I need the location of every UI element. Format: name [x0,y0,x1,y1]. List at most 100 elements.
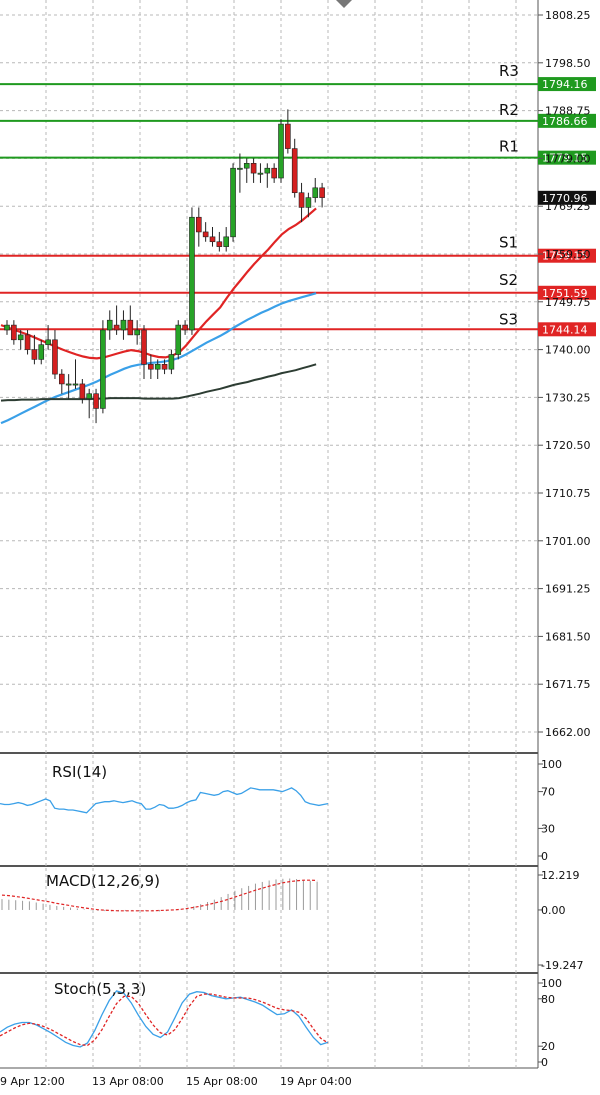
rsi-title: RSI(14) [52,763,107,781]
level-box-s1 [538,248,596,263]
level-value-r2: 1786.66 [542,115,588,128]
rsi-line [0,787,329,814]
candle-body [264,167,271,174]
level-name-s2: S2 [499,271,518,289]
candle-body [11,324,17,341]
price-tick-label: 1740.00 [545,344,591,357]
candle-body [175,324,182,355]
candle-body [168,354,175,370]
level-name-r1: R1 [499,138,519,156]
macd-tick-label: 12.219 [541,869,580,882]
candle-body [291,148,298,194]
price-axis: 1808.251798.501788.751779.001769.251759.… [538,9,591,739]
stoch-line-0 [0,990,329,1048]
stoch-tick-label: 80 [541,993,555,1006]
level-value-s2: 1751.59 [542,287,588,300]
price-tick-label: 1749.75 [545,296,591,309]
level-value-s3: 1744.14 [542,323,588,336]
level-box-s2 [538,285,596,300]
candle-body [285,123,291,149]
candle-body [298,192,305,208]
price-tick-label: 1808.25 [545,9,591,22]
candle-body [237,167,243,170]
candle-body [154,364,161,370]
candle-body [257,172,264,175]
price-tick-label: 1671.75 [545,678,591,691]
price-tick-label: 1720.50 [545,439,591,452]
candle-body [120,319,127,331]
candle-body [65,383,72,386]
price-tick-label: 1788.75 [545,105,591,118]
candle-body [113,324,120,331]
price-tick-label: 1701.00 [545,535,591,548]
level-name-r3: R3 [499,62,519,80]
price-tick-label: 1779.00 [545,152,591,165]
candle-body [250,163,257,174]
price-tick-label: 1730.25 [545,391,591,404]
current-price-tag: 1770.96 [538,190,596,205]
moving-averages [0,207,317,425]
candle-body [230,167,236,238]
candle-body [305,197,312,208]
candle-body [93,393,99,409]
level-name-s1: S1 [499,234,518,252]
stoch-tick-label: 0 [541,1056,548,1069]
candles [4,109,325,424]
macd-signal-line [1,879,318,912]
panel-frames [0,0,539,1069]
candle-body [202,231,209,238]
candle-body [86,393,92,399]
level-box-r3 [538,77,596,92]
level-name-r2: R2 [499,101,519,119]
level-box-r2 [538,113,596,128]
candle-body [278,123,284,179]
candle-body [79,383,86,399]
x-label-2: 13 Apr 08:00 [92,1075,164,1088]
candle-body [45,339,51,345]
candle-body [148,364,154,370]
candle-body [58,373,65,385]
price-tick-label: 1759.50 [545,248,591,261]
price-tick-label: 1662.00 [545,726,591,739]
candle-body [312,187,319,198]
candle-body [72,383,79,386]
x-label-1: 9 Apr 12:00 [0,1075,65,1088]
candle-body [182,324,188,331]
price-tick-label: 1681.50 [545,630,591,643]
candle-body [100,329,106,409]
candle-body [209,236,216,243]
candle-body [127,319,134,336]
price-tick-label: 1710.75 [545,487,591,500]
candle-body [243,163,250,169]
stoch-tick-label: 20 [541,1040,555,1053]
indicator-panels: 100 70 30 0 12.219 0.00 -19.247 100 80 20 0 [0,758,583,1069]
candle-body [216,241,223,247]
level-name-s3: S3 [499,310,518,328]
rsi-tick-label: 70 [541,786,555,799]
rsi-tick-label: 0 [541,850,548,863]
candle-body [38,344,45,360]
ma-line-2 [0,363,317,402]
level-box-s3 [538,322,596,337]
candle-body [31,349,38,360]
current-price-label: 1770.96 [542,192,588,205]
candle-body [17,334,24,341]
level-value-r3: 1794.16 [542,78,588,91]
ma-line-1 [0,292,317,425]
macd-tick-label: -19.247 [541,959,583,972]
level-value-s1: 1759.15 [542,250,588,263]
stoch-title: Stoch(5,3,3) [54,980,146,998]
candle-body [52,339,58,375]
support-resistance-levels: R3 1794.16 R2 1786.66 R1 1779.15 S1 1759.15 S2 17… [0,62,596,337]
candle-body [271,167,277,179]
level-value-r1: 1779.15 [542,152,588,165]
candle-body [4,324,10,331]
stoch-line-1 [0,993,329,1047]
price-tick-label: 1798.50 [545,57,591,70]
price-tick-label: 1691.25 [545,583,591,596]
x-label-4: 19 Apr 04:00 [280,1075,352,1088]
macd-tick-label: 0.00 [541,904,566,917]
scroll-marker-icon[interactable] [336,0,352,8]
grid [0,0,538,1068]
